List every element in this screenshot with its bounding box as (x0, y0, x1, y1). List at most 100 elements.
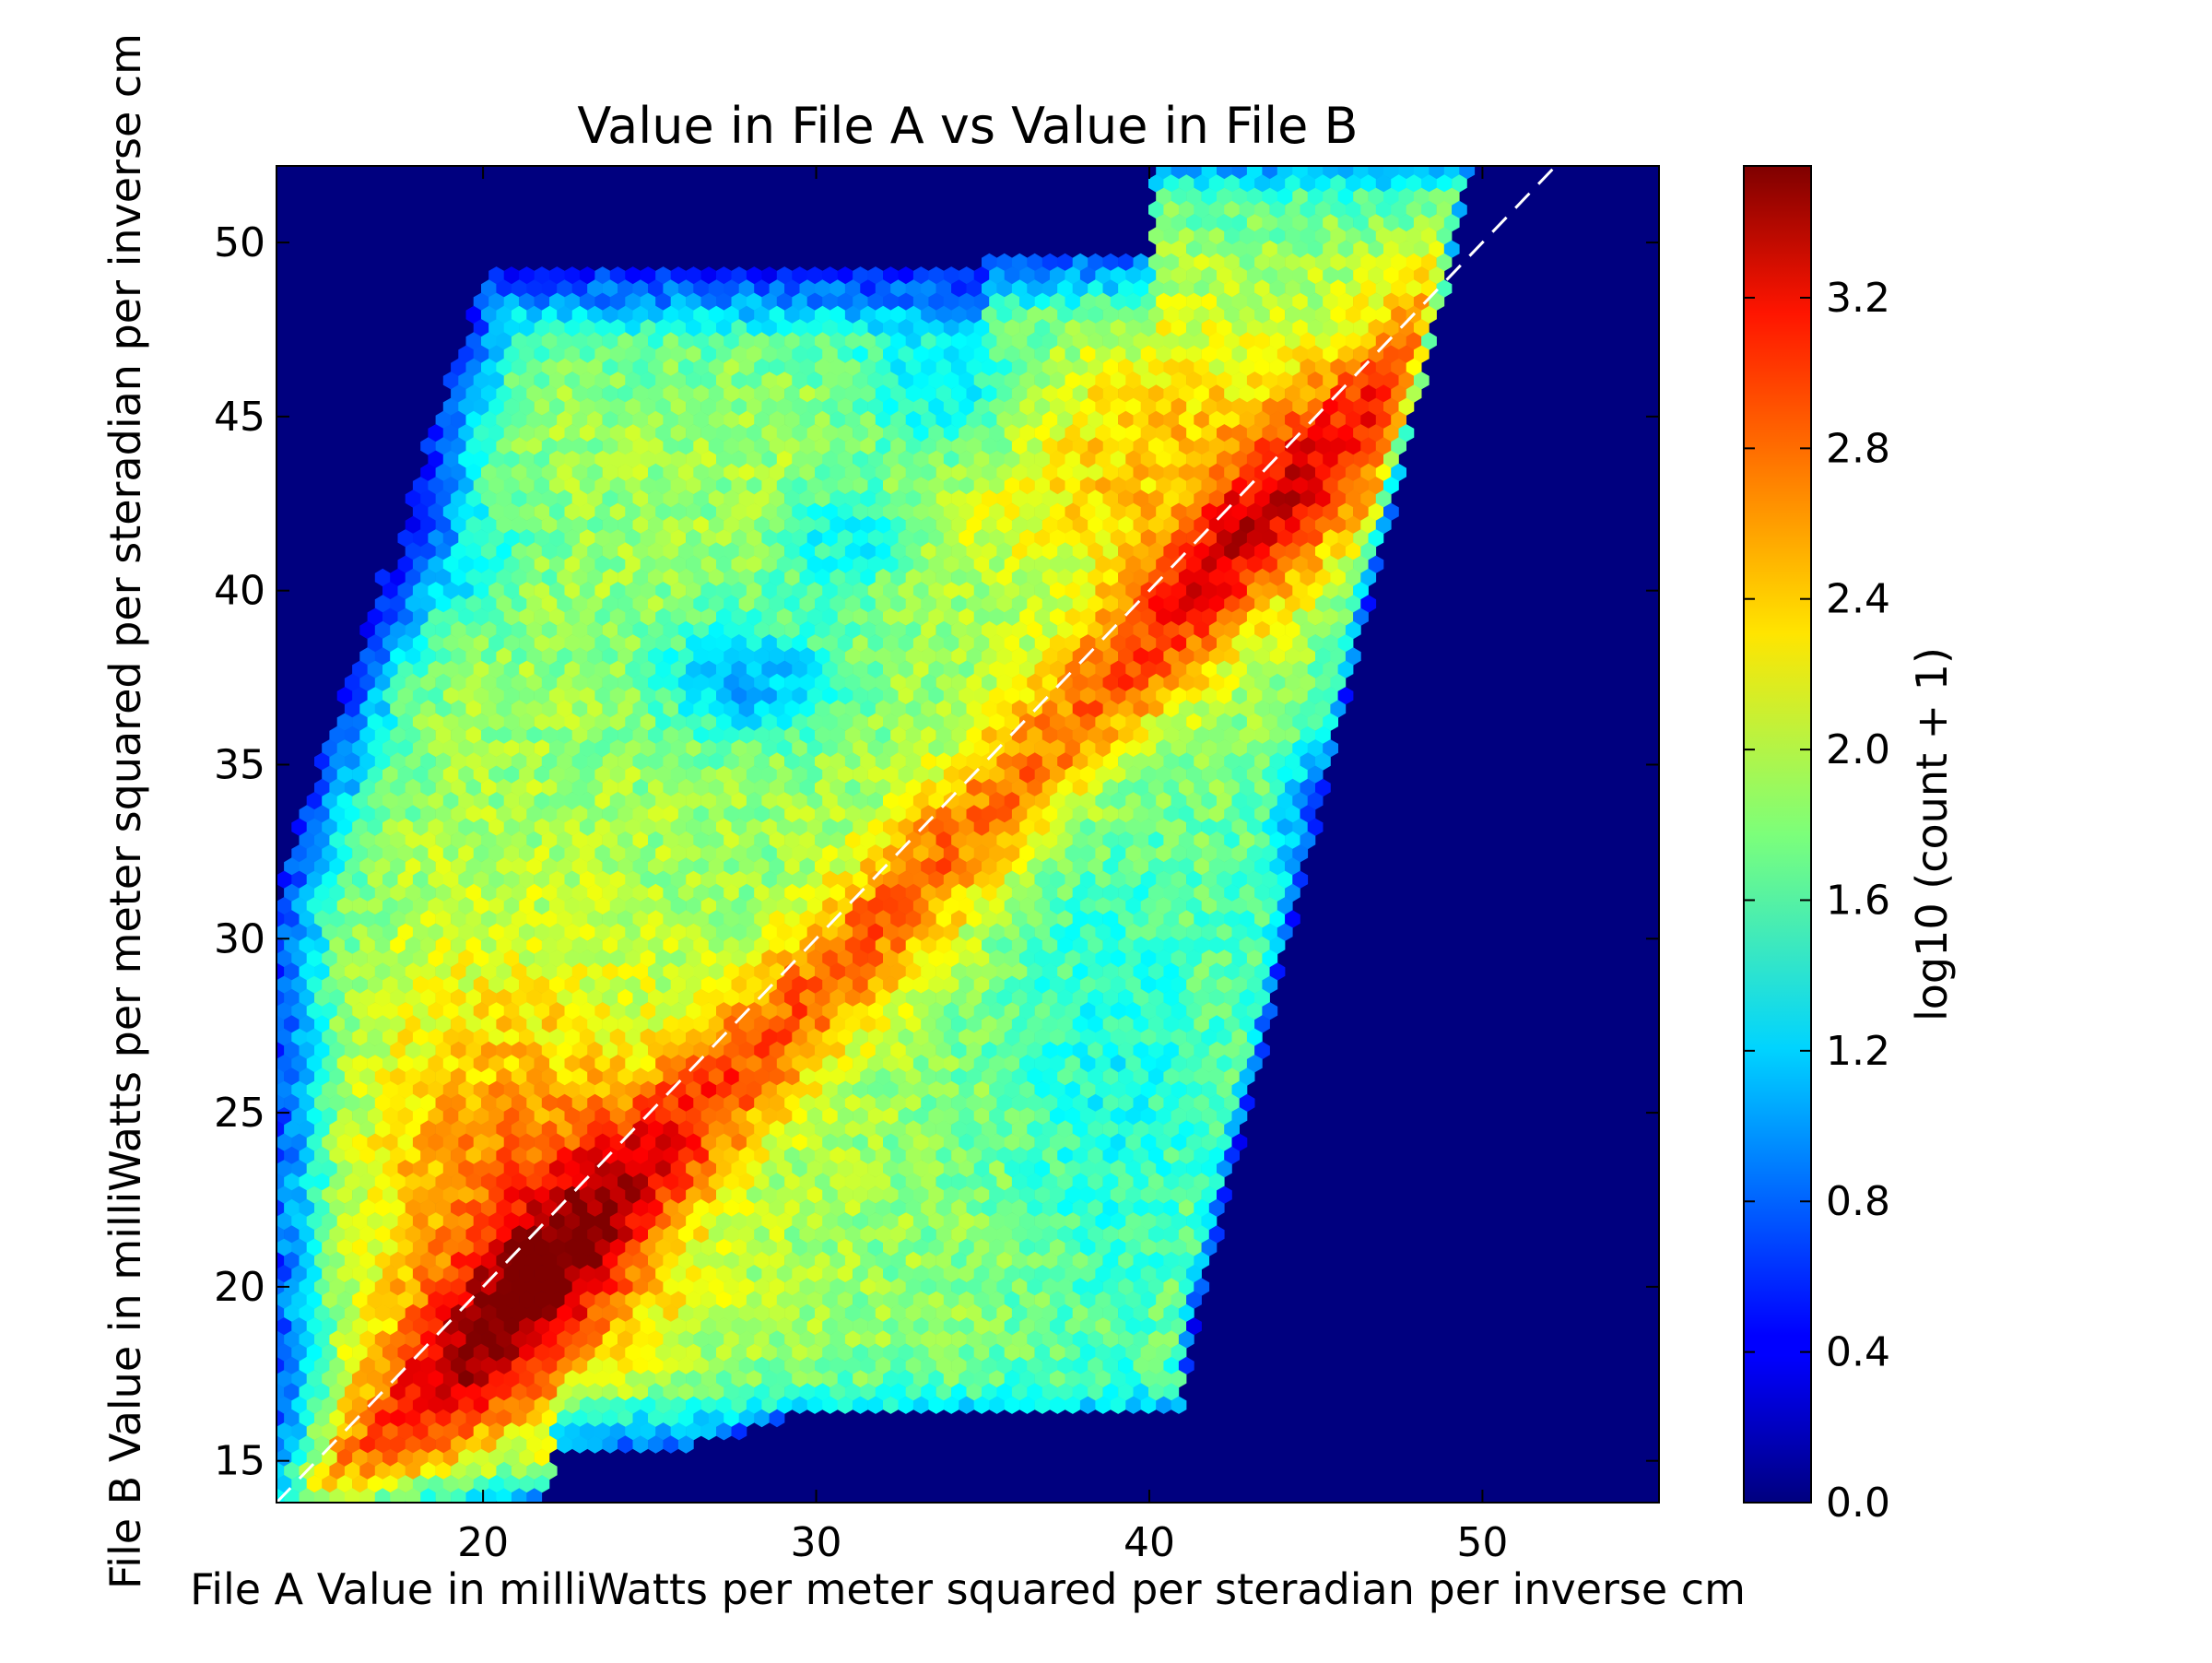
hex-cell (890, 595, 906, 613)
hex-cell (428, 1080, 444, 1099)
hex-cell (1246, 792, 1263, 810)
hex-cell (935, 988, 952, 1008)
hex-cell (1118, 595, 1134, 613)
hex-cell (1004, 792, 1020, 810)
hex-cell (549, 1055, 565, 1073)
hex-cell (609, 1107, 626, 1126)
hex-cell (1178, 305, 1194, 324)
hex-cell (557, 595, 572, 613)
hex-cell (1353, 319, 1369, 337)
hex-cell (1118, 1093, 1134, 1113)
hex-cell (867, 582, 884, 600)
hex-cell (776, 975, 793, 994)
hex-cell (883, 266, 899, 285)
hex-cell (465, 1173, 482, 1191)
hex-cell (1246, 923, 1263, 941)
hex-cell (806, 319, 823, 337)
hex-cell (1224, 595, 1240, 613)
hex-cell (1133, 910, 1149, 928)
hex-cell (1088, 857, 1103, 876)
hex-cell (1102, 279, 1119, 298)
hex-cell (830, 1093, 846, 1113)
hex-cell (1011, 437, 1028, 455)
hex-cell (329, 805, 346, 823)
hex-cell (815, 515, 830, 535)
hex-cell (1118, 988, 1134, 1008)
hex-cell (1398, 319, 1415, 337)
hex-cell (928, 1107, 945, 1126)
hex-cell (420, 542, 436, 560)
hex-cell (594, 1002, 611, 1020)
hex-cell (299, 1120, 315, 1138)
hex-cell (822, 660, 838, 678)
hex-cell (473, 477, 489, 495)
hex-cell (405, 805, 421, 823)
hex-cell (973, 739, 990, 758)
hex-cell (435, 647, 452, 666)
hex-cell (609, 1055, 626, 1073)
hex-cell (708, 883, 724, 902)
hex-cell (693, 752, 710, 771)
hex-cell (1217, 870, 1232, 889)
hex-cell (830, 489, 846, 508)
hex-cell (587, 358, 603, 377)
hex-cell (397, 660, 414, 678)
hex-cell (1277, 529, 1293, 548)
hex-cell (1088, 305, 1103, 324)
hex-cell (996, 1015, 1013, 1033)
hex-cell (982, 410, 997, 430)
hex-cell (632, 1015, 649, 1033)
hex-cell (1133, 358, 1149, 377)
hex-cell (1065, 634, 1081, 653)
hex-cell (943, 1055, 959, 1073)
hex-cell (799, 673, 816, 692)
hex-cell (511, 988, 527, 1008)
hex-cell (519, 818, 535, 836)
hex-cell (412, 607, 429, 626)
hex-cell (473, 923, 489, 941)
hex-cell (1285, 620, 1300, 640)
hex-cell (473, 792, 489, 810)
hex-cell (905, 647, 922, 666)
hex-cell (830, 542, 846, 560)
hex-cell (738, 384, 755, 403)
hex-cell (632, 673, 649, 692)
hex-cell (1088, 515, 1103, 535)
hex-cell (1201, 713, 1218, 731)
hex-cell (1050, 582, 1065, 600)
hex-cell (837, 1107, 853, 1126)
hex-cell (1133, 805, 1149, 823)
hex-cell (632, 1173, 649, 1191)
hex-cell (761, 792, 778, 810)
hex-cell (731, 372, 747, 390)
hex-cell (724, 595, 739, 613)
hex-cell (776, 1028, 793, 1046)
hex-cell (511, 1120, 527, 1138)
hex-cell (1330, 305, 1347, 324)
hex-cell (632, 936, 649, 955)
hex-cell (1285, 673, 1300, 692)
hex-cell (1413, 292, 1430, 311)
hex-cell (1065, 266, 1081, 285)
hex-cell (754, 305, 770, 324)
hex-cell (815, 595, 830, 613)
hex-cell (700, 660, 717, 678)
hex-cell (738, 463, 755, 482)
hex-cell (1239, 463, 1255, 482)
hex-cell (579, 266, 595, 285)
hex-cell (806, 687, 823, 705)
hex-cell (1156, 1133, 1171, 1151)
hex-cell (776, 739, 793, 758)
hex-cell (1065, 292, 1081, 311)
hex-cell (1110, 923, 1126, 941)
hex-cell (1194, 700, 1210, 718)
hex-cell (1027, 568, 1043, 587)
hex-cell (526, 437, 543, 455)
hex-cell (367, 687, 383, 705)
hex-cell (405, 910, 421, 928)
hex-cell (511, 778, 527, 797)
hex-cell (951, 962, 967, 981)
hex-cell (1254, 200, 1270, 219)
hex-cell (1019, 897, 1035, 915)
hex-cell (465, 988, 482, 1008)
